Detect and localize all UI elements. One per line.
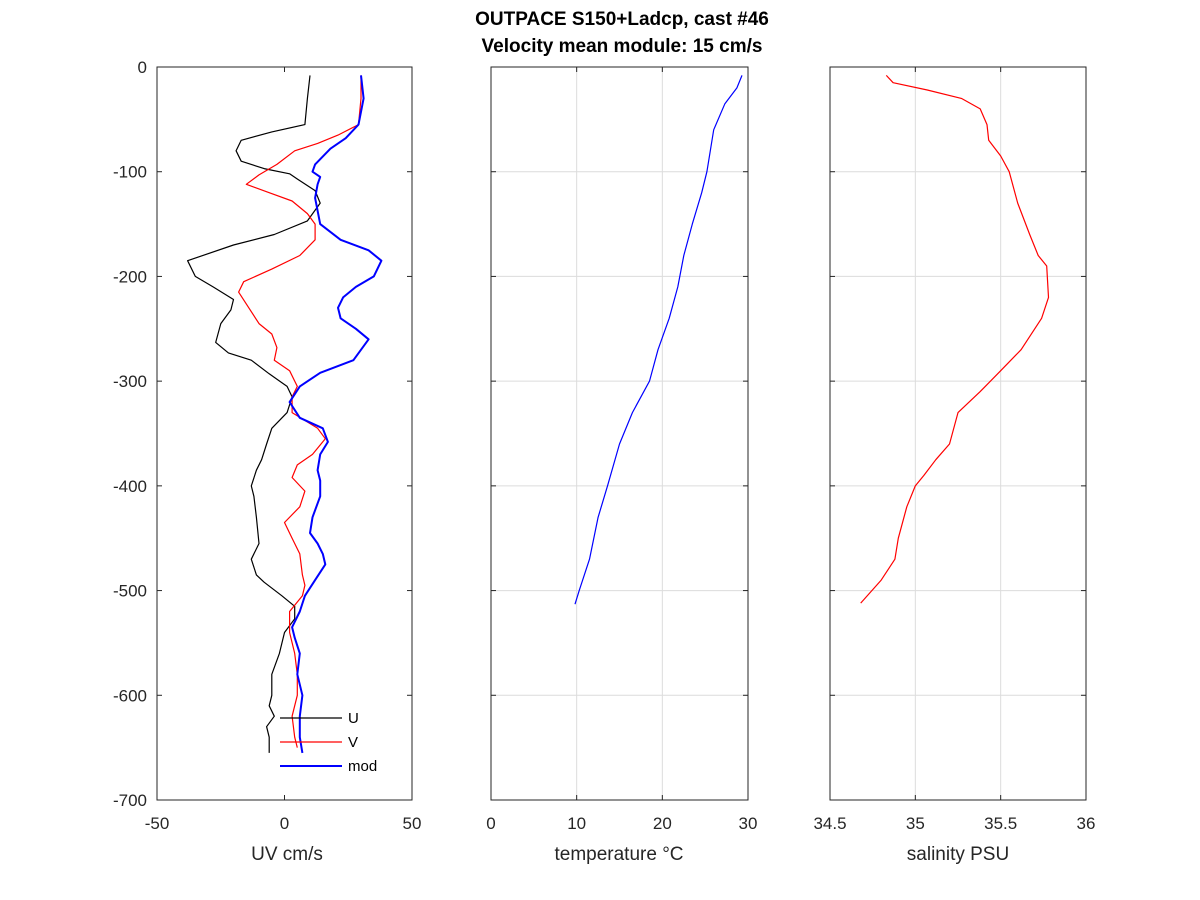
velocity-xtick-label-2: 50 [403,814,422,833]
salinity-xtick-label-3: 36 [1077,814,1096,833]
salinity-xtick-label-0: 34.5 [813,814,846,833]
ytick-label-5: -500 [113,582,147,601]
velocity-series-u-line [187,75,321,753]
velocity-xtick-label-1: 0 [280,814,289,833]
temperature-xtick-label-2: 20 [653,814,672,833]
ytick-label-7: -700 [113,791,147,810]
legend-label-mod: mod [348,758,377,775]
ytick-label-4: -400 [113,477,147,496]
ytick-label-6: -600 [113,686,147,705]
panel-salinity: 34.5 35 35.5 36 [813,66,1096,833]
temperature-xtick-label-3: 30 [739,814,758,833]
xlabel-temperature: temperature °C [554,844,683,865]
temperature-xtick-label-1: 10 [567,814,586,833]
legend: U V mod [280,710,377,775]
salinity-axes-box [829,66,1087,801]
temperature-axes-box [490,66,749,801]
velocity-series-v-line [238,75,362,748]
panel-velocity: -50 0 500-100-200-300-400-500-600-700 [113,58,421,833]
xlabel-salinity: salinity PSU [907,844,1009,865]
ytick-label-3: -300 [113,372,147,391]
salinity-xtick-label-1: 35 [906,814,925,833]
salinity-xtick-label-2: 35.5 [984,814,1017,833]
ytick-label-2: -200 [113,267,147,286]
legend-label-v: V [348,734,358,751]
chart-title-line1: OUTPACE S150+Ladcp, cast #46 [475,9,769,30]
panel-temperature: 0 10 20 30 [486,66,758,833]
xlabel-velocity: UV cm/s [251,844,323,865]
velocity-xtick-label-0: -50 [145,814,170,833]
velocity-series-mod-line [288,75,383,754]
ytick-label-1: -100 [113,163,147,182]
legend-label-u: U [348,710,359,727]
temperature-series-0-line [574,75,743,605]
chart-title-line2: Velocity mean module: 15 cm/s [482,36,763,57]
velocity-axes-box [156,66,413,801]
salinity-series-0-line [860,74,1050,604]
temperature-xtick-label-0: 0 [486,814,495,833]
ytick-label-0: 0 [138,58,147,77]
